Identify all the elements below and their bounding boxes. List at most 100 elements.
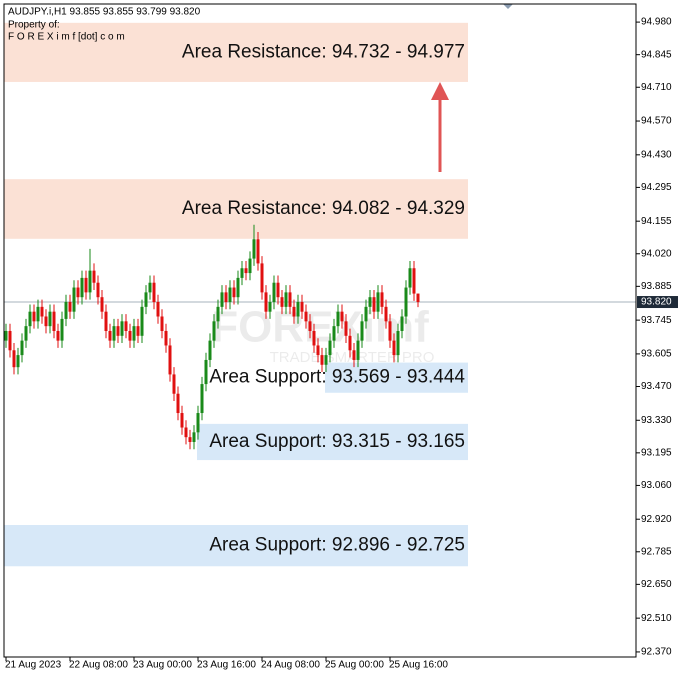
- candle-body: [260, 263, 264, 293]
- candle-body: [148, 282, 152, 293]
- y-tick-label: 94.155: [641, 216, 672, 227]
- candle-body: [360, 321, 364, 341]
- watermark-brand: FOREXimf: [211, 303, 429, 352]
- y-tick-label: 94.570: [641, 116, 672, 127]
- candle-body: [4, 330, 8, 341]
- zone: [197, 423, 468, 461]
- candle-body: [180, 413, 184, 428]
- plot: [4, 224, 636, 450]
- candle-body: [200, 384, 204, 414]
- candle-body: [252, 239, 256, 259]
- candle-body: [44, 316, 48, 327]
- current-price-label: 93.820: [641, 297, 672, 308]
- candle-body: [308, 321, 312, 331]
- candle-body: [236, 277, 240, 298]
- candle-body: [212, 321, 216, 341]
- candle-body: [72, 287, 76, 312]
- candle-body: [288, 292, 292, 307]
- x-tick-label: 23 Aug 00:00: [133, 660, 192, 671]
- candle-body: [88, 270, 92, 293]
- axes: 94.980 94.845 94.710 94.570 94.430 94.295 94.1…: [5, 17, 678, 671]
- candle-body: [232, 287, 236, 298]
- zone-label: Area Support: 92.896 - 92.725: [209, 535, 465, 556]
- candle-body: [68, 302, 72, 312]
- candle-body: [76, 287, 80, 298]
- candle-body: [344, 321, 348, 336]
- candle-body: [168, 345, 172, 375]
- zone: [325, 362, 468, 393]
- watermark-tagline: TRADE SMARTER PRO: [270, 349, 435, 366]
- candle-body: [276, 282, 280, 298]
- candle-body: [28, 311, 32, 327]
- candle-body: [120, 321, 124, 336]
- zone-label: Area Support: 93.569 - 93.444: [209, 367, 465, 388]
- current-price-box: [637, 296, 678, 309]
- candle-body: [376, 292, 380, 312]
- candle-body: [188, 437, 192, 442]
- y-tick-label: 92.370: [641, 647, 672, 658]
- candle-body: [356, 340, 360, 360]
- plot-frame: [3, 3, 637, 658]
- y-tick-label: 94.980: [641, 17, 672, 28]
- x-tick-label: 22 Aug 08:00: [69, 660, 128, 671]
- candle-body: [272, 282, 276, 303]
- zone: [4, 22, 468, 82]
- candle-body: [160, 316, 164, 331]
- candle-body: [192, 432, 196, 442]
- arrow-head: [431, 82, 449, 100]
- y-tick-label: 92.650: [641, 579, 672, 590]
- candle-body: [80, 277, 84, 298]
- candle-body: [224, 292, 228, 303]
- candle-body: [112, 326, 116, 341]
- candle-body: [96, 282, 100, 298]
- y-tick-label: 92.785: [641, 546, 672, 557]
- candle-body: [8, 330, 12, 351]
- candle-body: [256, 239, 260, 264]
- zone: [4, 525, 468, 567]
- candle-body: [240, 268, 244, 278]
- x-tick-label: 25 Aug 16:00: [389, 660, 448, 671]
- y-tick-label: 94.845: [641, 49, 672, 60]
- header-owner: Property of:: [8, 20, 60, 31]
- x-tick-label: 21 Aug 2023: [5, 660, 62, 671]
- candle-body: [228, 287, 232, 303]
- y-tick-label: 93.745: [641, 315, 672, 326]
- candle-body: [140, 306, 144, 336]
- y-tick-label: 93.195: [641, 447, 672, 458]
- candle-body: [132, 326, 136, 341]
- candle-body: [304, 311, 308, 322]
- candle-body: [164, 330, 168, 346]
- zones: [4, 22, 468, 567]
- candle-body: [52, 311, 56, 331]
- candle-body: [64, 302, 68, 319]
- candle-body: [384, 306, 388, 322]
- candle-body: [32, 311, 36, 322]
- x-tick-label: 23 Aug 16:00: [197, 660, 256, 671]
- candle-body: [316, 345, 320, 356]
- candle-body: [408, 268, 412, 288]
- candle-body: [416, 293, 420, 303]
- candle-body: [16, 355, 20, 368]
- candle-body: [216, 306, 220, 322]
- candle-body: [292, 306, 296, 317]
- candle-body: [380, 292, 384, 307]
- zone-labels: Area Resistance: 94.732 - 94.977 Area Res…: [182, 41, 465, 555]
- y-tick-label: 93.605: [641, 349, 672, 360]
- candle-body: [328, 340, 332, 356]
- y-tick-label: 92.510: [641, 613, 672, 624]
- candle-body: [388, 321, 392, 341]
- candle-body: [300, 302, 304, 312]
- candle-body: [372, 297, 376, 312]
- y-tick-label: 92.920: [641, 514, 672, 525]
- candle-body: [296, 302, 300, 317]
- y-tick-label: 94.020: [641, 248, 672, 259]
- candle-body: [320, 355, 324, 365]
- candle-body: [48, 311, 52, 327]
- y-tick-label: 94.295: [641, 182, 672, 193]
- header-symbol: AUDJPY.i,H1 93.855 93.855 93.799 93.820: [8, 7, 201, 18]
- candle-body: [124, 321, 128, 331]
- candle-body: [104, 311, 108, 331]
- zone: [4, 179, 468, 239]
- candle-body: [100, 297, 104, 312]
- candle-body: [152, 282, 156, 303]
